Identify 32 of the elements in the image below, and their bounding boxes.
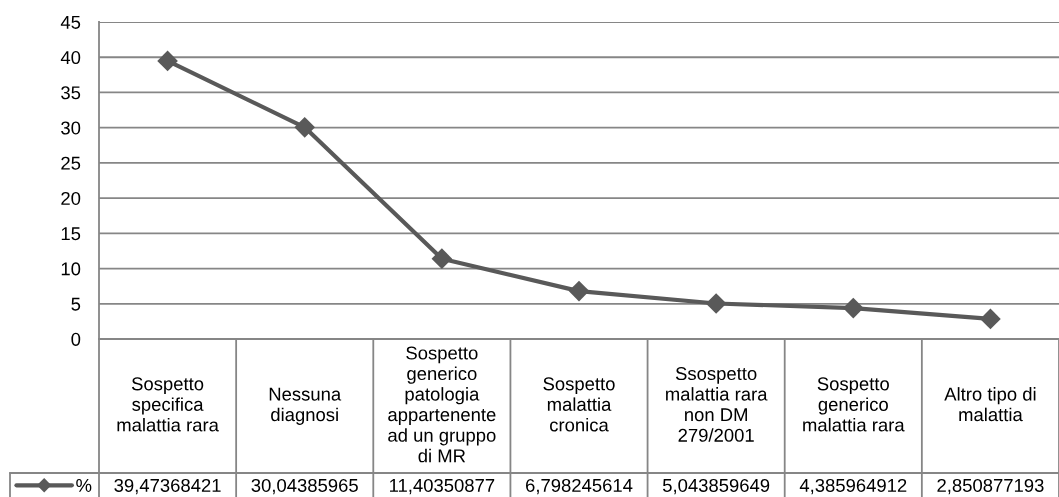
y-tick-label: 25 bbox=[61, 156, 81, 170]
point bbox=[157, 50, 178, 72]
y-tick-label: 15 bbox=[61, 227, 81, 241]
data-label: 39,47368421 bbox=[114, 478, 221, 495]
y-tick-label: 20 bbox=[61, 191, 81, 205]
data-label: 4,385964912 bbox=[799, 478, 907, 495]
y-tick-label: 10 bbox=[61, 262, 81, 276]
point bbox=[842, 297, 864, 319]
x-tick-label: Sospetto malattia cronica bbox=[543, 377, 615, 432]
point bbox=[294, 117, 316, 138]
point bbox=[431, 248, 453, 269]
point bbox=[705, 293, 727, 314]
x-tick-label: Sospetto generico patologia appartenente ad un gruppo di MR bbox=[388, 346, 496, 463]
legend-label: % bbox=[76, 478, 92, 492]
x-tick-label: Sospetto generico malattia rara bbox=[803, 377, 905, 432]
x-tick-label: Altro tipo di malattia bbox=[944, 387, 1036, 422]
data-label: 6,798245614 bbox=[526, 478, 633, 495]
data-label: 5,043859649 bbox=[662, 478, 770, 495]
y-tick-label: 5 bbox=[71, 297, 81, 311]
y-tick-label: 40 bbox=[60, 51, 81, 65]
y-tick-label: 0 bbox=[71, 332, 81, 346]
point bbox=[980, 308, 1001, 330]
point bbox=[568, 280, 590, 302]
x-tick-label: Ssospetto malattia rara non DM 279/2001 bbox=[666, 367, 768, 442]
y-tick-label: 35 bbox=[61, 86, 81, 100]
data-label: 11,40350877 bbox=[390, 478, 495, 495]
x-tick-label: Sospetto specifica malattia rara bbox=[117, 377, 219, 432]
y-tick-label: 45 bbox=[60, 15, 81, 29]
x-tick-label: Nessuna diagnosi bbox=[269, 387, 342, 425]
y-tick-label: 30 bbox=[61, 121, 81, 135]
data-label: 30,04385965 bbox=[251, 478, 358, 495]
data-label: 2,850877193 bbox=[937, 478, 1044, 495]
